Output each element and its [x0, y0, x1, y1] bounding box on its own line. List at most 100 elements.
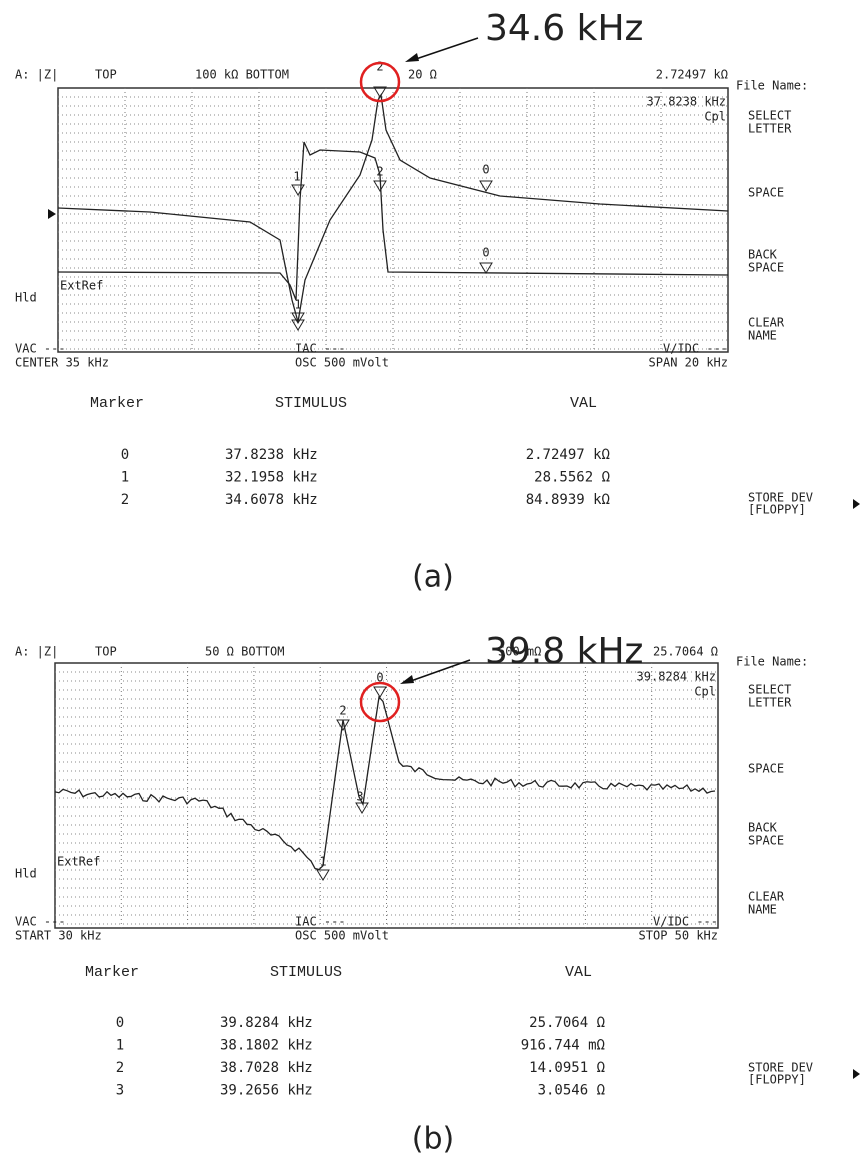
marker-label: 2	[376, 165, 383, 179]
header-text: 20 Ω	[408, 68, 437, 82]
header-value: 2.72497 kΩ	[656, 68, 728, 82]
table-cell: 2	[121, 492, 129, 508]
footer-text: V/IDC ---	[653, 915, 718, 929]
table-cell: 1	[116, 1038, 124, 1054]
softkey-label: LETTER	[748, 122, 792, 136]
table-cell: 38.1802 kHz	[220, 1038, 313, 1054]
table-cell: 1	[121, 470, 129, 486]
footer-text: START 30 kHz	[15, 929, 102, 943]
annotation: 39.8 kHz	[485, 631, 643, 672]
table-cell: 32.1958 kHz	[225, 470, 318, 486]
side-label: Hld	[15, 866, 37, 880]
table-header: STIMULUS	[275, 395, 347, 412]
softkey-label: CLEAR	[748, 890, 785, 904]
header-text: TOP	[95, 645, 117, 659]
trace	[54, 695, 716, 871]
marker-triangle	[479, 180, 493, 192]
marker-label: 2	[376, 60, 383, 74]
readout: 37.8238 kHz	[647, 95, 726, 109]
highlight-circle	[359, 61, 401, 103]
table-cell: 2.72497 kΩ	[526, 447, 610, 463]
footer-text: VAC ---	[15, 342, 66, 356]
table-cell: 39.2656 kHz	[220, 1083, 313, 1099]
highlight-circle	[359, 681, 401, 723]
softkey-label: NAME	[748, 903, 777, 917]
softkey-label: [FLOPPY]	[748, 1073, 806, 1087]
marker-triangle	[373, 86, 387, 98]
caption: (a)	[412, 560, 454, 595]
marker-triangle	[291, 319, 305, 331]
marker-label: 0	[376, 671, 383, 685]
annotation-arrow	[407, 659, 471, 683]
footer-text: CENTER 35 kHz	[15, 356, 109, 370]
header-text: TOP	[95, 68, 117, 82]
softkey-label: File Name:	[736, 79, 808, 93]
marker-triangle	[336, 719, 350, 731]
table-cell: 84.8939 kΩ	[526, 492, 610, 508]
softkey-arrow	[853, 1069, 860, 1079]
softkey-label: STORE DEV	[748, 491, 813, 505]
softkey-label: STORE DEV	[748, 1061, 813, 1075]
softkey-label: BACK	[748, 821, 778, 835]
readout: Cpl	[694, 685, 716, 699]
table-header: Marker	[90, 395, 144, 412]
marker-label: 0	[482, 163, 489, 177]
softkey-label: NAME	[748, 329, 777, 343]
table-cell: 0	[121, 447, 129, 463]
table-header: Marker	[85, 964, 139, 981]
footer-text: V/IDC ---	[663, 342, 728, 356]
table-header: VAL	[565, 964, 592, 981]
trace	[57, 93, 729, 323]
footer-text: IAC ---	[295, 915, 346, 929]
marker-triangle	[479, 262, 493, 274]
marker-label: 2	[339, 704, 346, 718]
table-cell: 0	[116, 1015, 124, 1031]
marker-triangle	[316, 869, 330, 881]
table-cell: 14.0951 Ω	[529, 1060, 605, 1076]
side-label: ExtRef	[57, 854, 100, 868]
table-header: STIMULUS	[270, 964, 342, 981]
table-cell: 2	[116, 1060, 124, 1076]
footer-text: OSC 500 mVolt	[295, 356, 389, 370]
side-label: ExtRef	[60, 279, 103, 293]
softkey-label: [FLOPPY]	[748, 503, 806, 517]
marker-triangle	[373, 686, 387, 698]
footer-text: STOP 50 kHz	[639, 929, 718, 943]
marker-label: 3	[356, 790, 363, 804]
header-text: 50 Ω BOTTOM	[205, 645, 284, 659]
readout: 39.8284 kHz	[637, 670, 716, 684]
marker-label: 0	[482, 246, 489, 260]
table-cell: 3.0546 Ω	[538, 1083, 605, 1099]
annotation-arrowhead	[405, 53, 419, 62]
marker-label: 1	[319, 855, 326, 869]
table-cell: 39.8284 kHz	[220, 1015, 313, 1031]
table-cell: 28.5562 Ω	[534, 470, 610, 486]
marker-triangle	[291, 184, 305, 196]
marker-triangle	[355, 802, 369, 814]
side-label: Hld	[15, 291, 37, 305]
softkey-label: SELECT	[748, 683, 791, 697]
readout: Cpl	[704, 110, 726, 124]
footer-text: IAC ---	[295, 342, 346, 356]
header-text: 500 mΩ	[498, 645, 541, 659]
table-cell: 38.7028 kHz	[220, 1060, 313, 1076]
softkey-arrow	[853, 499, 860, 509]
annotation: 34.6 kHz	[485, 8, 643, 49]
annotation-arrow	[412, 37, 479, 61]
header-text: A: |Z|	[15, 645, 58, 659]
softkey-label: SPACE	[748, 186, 784, 200]
softkey-label: SELECT	[748, 109, 791, 123]
caption: (b)	[412, 1122, 454, 1157]
header-text: A: |Z|	[15, 68, 58, 82]
header-value: 25.7064 Ω	[653, 645, 718, 659]
annotation-arrowhead	[400, 675, 414, 684]
footer-text: SPAN 20 kHz	[649, 356, 728, 370]
softkey-label: File Name:	[736, 655, 808, 669]
softkey-label: SPACE	[748, 834, 784, 848]
softkey-label: CLEAR	[748, 316, 785, 330]
table-cell: 34.6078 kHz	[225, 492, 318, 508]
softkey-label: BACK	[748, 248, 778, 262]
marker-triangle	[291, 312, 305, 324]
table-cell: 916.744 mΩ	[521, 1038, 605, 1054]
